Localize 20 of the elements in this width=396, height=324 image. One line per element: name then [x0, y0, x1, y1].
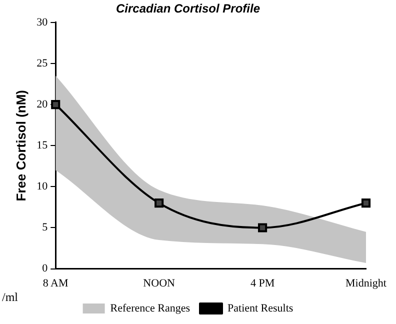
legend-label: Patient Results — [228, 302, 294, 314]
y-tick-label: 10 — [36, 180, 48, 193]
point — [361, 198, 371, 208]
x-tick-label: Midnight — [346, 277, 386, 290]
y-tick-label: 25 — [36, 57, 48, 70]
legend-label: Reference Ranges — [110, 302, 190, 314]
y-tick-label: 20 — [36, 98, 48, 110]
x-tick-label: 8 AM — [42, 277, 68, 290]
point — [51, 100, 60, 110]
point — [258, 223, 268, 232]
y-tick-label: 15 — [36, 139, 48, 152]
chart-title: Circadian Cortisol Profile — [116, 2, 260, 16]
x-tick-label: 4 PM — [250, 277, 275, 290]
y-tick-label: 0 — [42, 262, 48, 275]
text: /ml — [2, 290, 18, 305]
y-axis-title: Free Cortisol (nM) — [13, 90, 28, 202]
x-tick-label: NOON — [143, 277, 176, 290]
y-tick-label: 5 — [42, 222, 48, 234]
point — [154, 198, 164, 208]
y-tick-label: 30 — [36, 16, 48, 28]
